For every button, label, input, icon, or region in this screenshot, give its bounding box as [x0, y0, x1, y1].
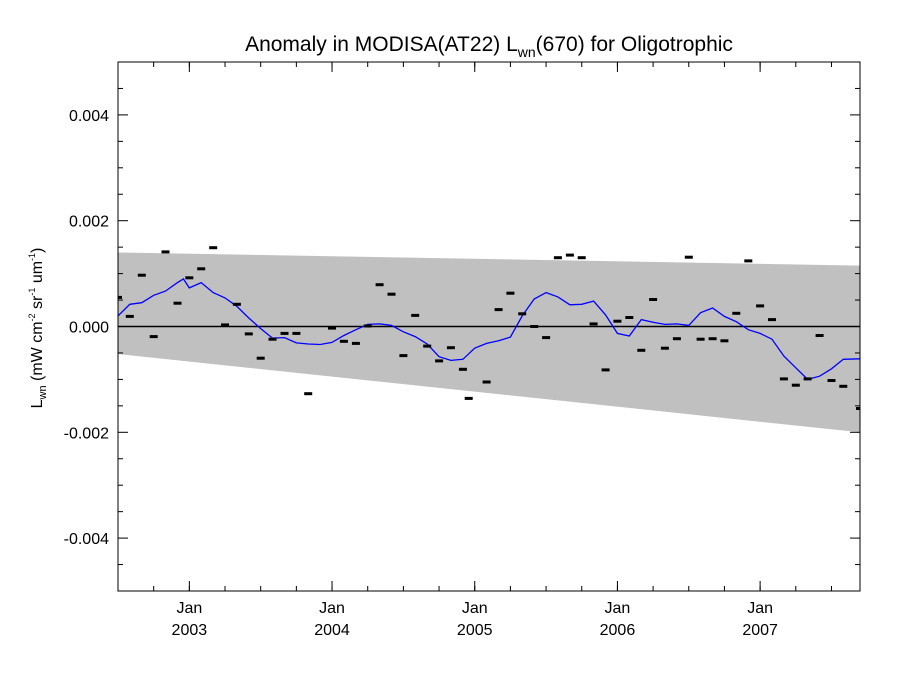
data-point [827, 379, 836, 382]
data-point [768, 318, 776, 322]
data-point [280, 331, 289, 335]
data-point [649, 298, 658, 301]
data-point [589, 322, 598, 326]
data-point [839, 384, 848, 388]
data-point [292, 331, 301, 335]
data-point [387, 292, 396, 296]
data-point [815, 334, 824, 337]
data-point [137, 273, 146, 277]
x-tick-label-year: 2006 [600, 622, 636, 639]
data-point [339, 339, 348, 343]
y-tick-label: -0.004 [64, 531, 109, 548]
y-axis-label-symbol: L [29, 399, 46, 408]
y-axis-label-subscript: wn [37, 385, 49, 400]
data-point [708, 337, 717, 341]
data-point [779, 377, 788, 381]
x-tick-label-year: 2004 [314, 622, 350, 639]
x-tick-label-month: Jan [747, 600, 773, 617]
data-point [684, 255, 693, 259]
data-point [221, 323, 229, 327]
y-axis-label-units-close: ) [29, 248, 46, 253]
data-point [244, 332, 253, 336]
y-axis-label-units-mid: sr [29, 295, 46, 313]
data-point [464, 396, 473, 400]
data-point [660, 346, 669, 350]
data-point [446, 346, 455, 350]
data-point [625, 316, 634, 319]
data-point [672, 337, 681, 341]
data-point [375, 283, 384, 287]
x-tick-label-month: Jan [462, 600, 488, 617]
data-point [161, 250, 170, 254]
data-point [149, 335, 158, 339]
data-point [803, 377, 812, 381]
data-point [173, 301, 182, 305]
data-point [720, 339, 729, 343]
data-point [506, 291, 515, 295]
data-point [577, 256, 586, 260]
data-point [256, 356, 265, 360]
y-tick-label: 0.000 [69, 320, 109, 337]
y-axis-label-exp1: -2 [27, 313, 37, 321]
data-point [732, 311, 741, 315]
data-point [756, 304, 765, 308]
data-point [613, 319, 622, 323]
data-point [328, 326, 336, 330]
y-axis-label-exp3: -1 [27, 253, 37, 261]
data-point [744, 259, 753, 263]
data-point [637, 348, 646, 352]
data-point [232, 302, 241, 306]
y-tick-label: 0.004 [69, 108, 109, 125]
chart-title-suffix: (670) for Oligotrophic [536, 33, 733, 56]
data-point [856, 407, 860, 410]
data-point [125, 314, 134, 318]
data-point [351, 341, 360, 345]
y-axis-label-units-unit: um [29, 261, 46, 288]
data-point [542, 336, 551, 340]
y-axis-label-exp2: -1 [27, 288, 37, 296]
x-tick-label-month: Jan [319, 600, 345, 617]
x-tick-label-year: 2003 [172, 622, 208, 639]
data-point [399, 354, 408, 358]
data-point [494, 308, 503, 312]
data-point [435, 359, 444, 363]
chart-title-prefix: Anomaly in MODISA(AT22) L [245, 33, 518, 56]
data-point [482, 380, 491, 384]
plot-area: 0.004 0.002 0.000 -0.002 -0.004 Jan 2003 Jan 200… [64, 61, 861, 639]
data-point [553, 256, 562, 260]
data-point [423, 344, 432, 348]
y-tick-label: 0.002 [69, 214, 109, 231]
data-point [197, 267, 206, 271]
chart-title-subscript: wn [517, 44, 536, 60]
data-point [565, 253, 574, 257]
chart-title: Anomaly in MODISA(AT22) Lwn(670) for Oli… [245, 33, 733, 60]
y-axis-label: Lwn (mW cm-2 sr-1 um-1) [27, 248, 49, 409]
data-point [601, 368, 610, 372]
x-tick-label-year: 2005 [457, 622, 493, 639]
data-point [268, 337, 277, 341]
x-tick-label-month: Jan [176, 600, 202, 617]
x-tick-label-month: Jan [605, 600, 631, 617]
data-point [118, 295, 122, 299]
data-point [304, 392, 313, 396]
data-point [185, 276, 194, 280]
x-tick-label-year: 2007 [742, 622, 778, 639]
data-point [458, 367, 467, 371]
y-tick-label: -0.002 [64, 425, 109, 442]
data-point [209, 246, 218, 250]
data-point [530, 325, 539, 328]
data-point [791, 383, 800, 387]
data-point [518, 312, 527, 316]
data-point [363, 324, 372, 328]
y-axis-label-units-open: (mW cm [29, 321, 46, 385]
smoothed-line [118, 278, 860, 381]
data-point [696, 337, 705, 341]
data-point [411, 313, 420, 317]
